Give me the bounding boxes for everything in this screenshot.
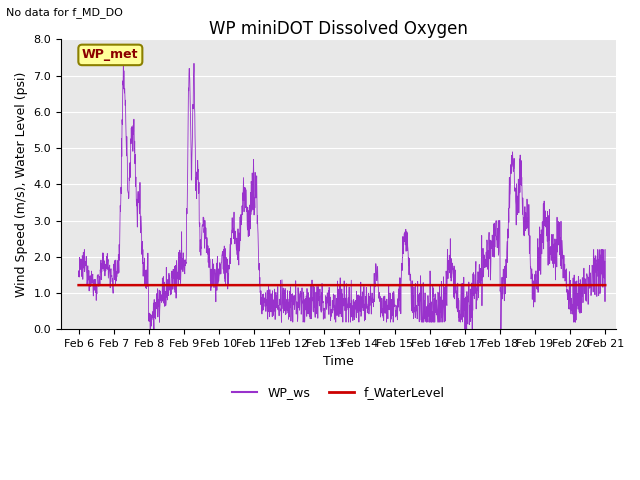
f_WaterLevel xyxy=(102,282,109,288)
f_WaterLevel xyxy=(331,282,339,288)
X-axis label: Time: Time xyxy=(323,355,354,368)
f_WaterLevel xyxy=(586,282,594,288)
f_WaterLevel xyxy=(586,282,593,288)
WP_ws xyxy=(75,274,83,279)
f_WaterLevel xyxy=(75,282,83,288)
f_WaterLevel xyxy=(490,282,497,288)
WP_ws xyxy=(586,270,594,276)
WP_ws xyxy=(147,326,154,332)
Legend: WP_ws, f_WaterLevel: WP_ws, f_WaterLevel xyxy=(227,381,450,404)
f_WaterLevel xyxy=(602,282,609,288)
WP_ws xyxy=(587,281,595,287)
WP_ws xyxy=(602,247,609,252)
WP_ws xyxy=(120,59,127,65)
Y-axis label: Wind Speed (m/s), Water Level (psi): Wind Speed (m/s), Water Level (psi) xyxy=(15,72,28,297)
Text: No data for f_MD_DO: No data for f_MD_DO xyxy=(6,7,124,18)
Text: WP_met: WP_met xyxy=(82,48,139,61)
Line: WP_ws: WP_ws xyxy=(79,62,605,329)
WP_ws xyxy=(332,299,339,304)
WP_ws xyxy=(317,309,325,315)
Title: WP miniDOT Dissolved Oxygen: WP miniDOT Dissolved Oxygen xyxy=(209,20,468,38)
f_WaterLevel xyxy=(317,282,324,288)
WP_ws xyxy=(102,262,109,267)
WP_ws xyxy=(490,221,498,227)
